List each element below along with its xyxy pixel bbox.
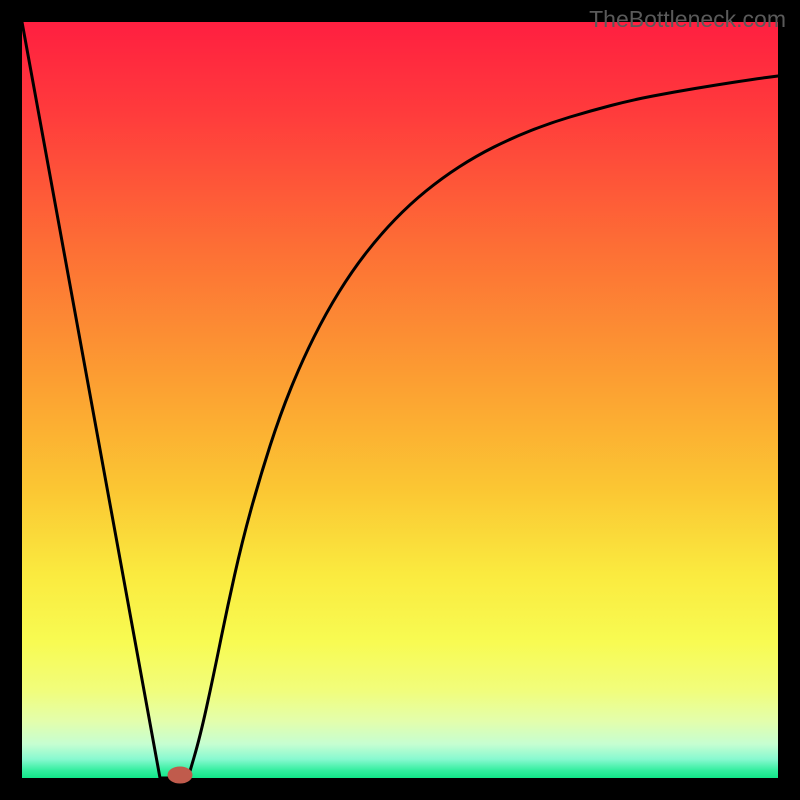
watermark-text: TheBottleneck.com bbox=[589, 6, 786, 33]
chart-root: TheBottleneck.com bbox=[0, 0, 800, 800]
optimal-point-marker bbox=[168, 767, 192, 783]
bottleneck-chart bbox=[0, 0, 800, 800]
